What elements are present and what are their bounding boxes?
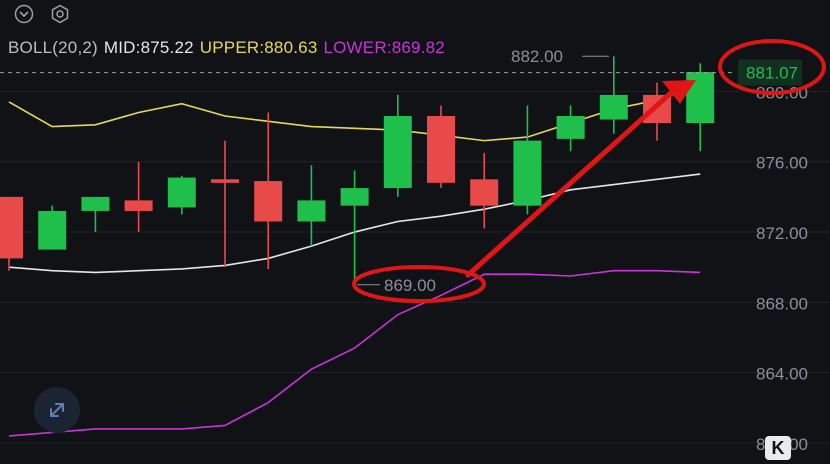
candle-up bbox=[383, 116, 412, 189]
candle-up bbox=[167, 177, 196, 208]
price-tick-label: 872.00 bbox=[756, 224, 808, 243]
candle-up bbox=[513, 140, 542, 206]
candle-up bbox=[686, 72, 715, 124]
lower-value: LOWER:869.82 bbox=[323, 38, 445, 57]
low-highlight-ellipse bbox=[352, 265, 486, 303]
indicator-name: BOLL(20,2) bbox=[8, 38, 98, 57]
price-tick-label: 868.00 bbox=[756, 294, 808, 313]
mid-value: MID:875.22 bbox=[103, 38, 194, 57]
candle-down bbox=[124, 200, 153, 211]
last-price-highlight-ellipse bbox=[718, 39, 826, 95]
candle-down bbox=[0, 196, 23, 259]
candle-up bbox=[38, 210, 67, 250]
settings-hexagon-icon[interactable] bbox=[50, 4, 70, 24]
price-tick-label: 876.00 bbox=[756, 154, 808, 173]
candle-down bbox=[211, 179, 239, 183]
red-annotations bbox=[352, 39, 826, 303]
candle-down bbox=[470, 179, 499, 206]
candle-down bbox=[427, 116, 455, 183]
lower-band-line bbox=[8, 269, 701, 437]
candle-up bbox=[297, 200, 326, 222]
expand-arrows-icon bbox=[50, 403, 64, 417]
price-tick-label: 864.00 bbox=[756, 365, 808, 384]
bollinger-legend: BOLL(20,2) MID:875.22 UPPER:880.63 LOWER:86… bbox=[8, 38, 451, 58]
kline-toggle-button[interactable]: K bbox=[765, 436, 791, 460]
candle-up bbox=[599, 94, 628, 120]
trend-arrow-shaft bbox=[465, 89, 675, 278]
upper-band-line bbox=[8, 83, 701, 142]
high-price-label: 882.00 bbox=[511, 47, 563, 66]
upper-value: UPPER:880.63 bbox=[199, 38, 318, 57]
trend-arrow-head bbox=[662, 80, 696, 104]
expand-button[interactable] bbox=[34, 387, 80, 433]
low-price-label: 869.00 bbox=[384, 276, 436, 295]
candle-down bbox=[254, 181, 283, 222]
candle-up bbox=[556, 116, 585, 139]
candle-up bbox=[340, 188, 369, 206]
candles bbox=[0, 56, 715, 285]
candle-up bbox=[81, 196, 110, 211]
chevron-down-circle-icon[interactable] bbox=[14, 4, 34, 24]
last-price-label: 881.07 bbox=[746, 64, 798, 83]
last-price-box bbox=[738, 59, 802, 86]
